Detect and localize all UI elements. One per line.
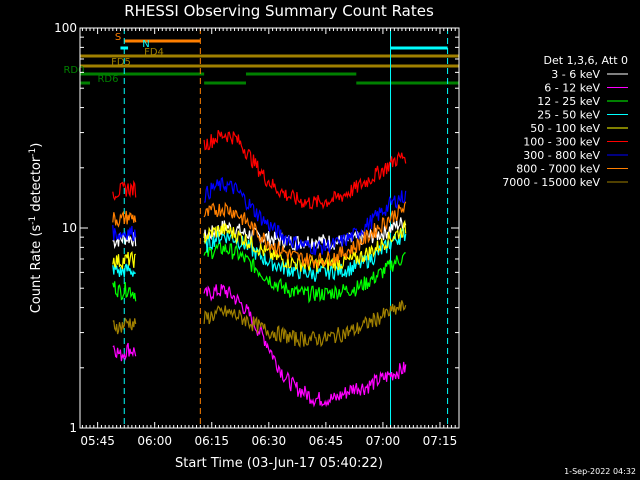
series-12to25keV bbox=[112, 240, 406, 304]
legend-label: 800 - 7000 keV bbox=[516, 163, 600, 176]
y-tick-label: 100 bbox=[54, 21, 77, 35]
interval-label-rd0: RD0 bbox=[63, 65, 84, 76]
axis-ticks: 05:45 06:00 06:15 06:30 06:45 07:00 07:15 1 10 10… bbox=[54, 21, 460, 448]
y-axis-label-mid: detector bbox=[29, 156, 44, 216]
series-layer bbox=[112, 129, 407, 408]
x-tick-label: 06:15 bbox=[194, 434, 229, 448]
legend-label: 3 - 6 keV bbox=[551, 68, 600, 81]
legend-header: Det 1,3,6, Att 0 bbox=[544, 54, 628, 67]
legend-label: 100 - 300 keV bbox=[523, 136, 600, 149]
legend-label: 25 - 50 keV bbox=[537, 109, 600, 122]
x-tick-label: 06:45 bbox=[309, 434, 344, 448]
footer-date: 1-Sep-2022 04:32 bbox=[564, 467, 636, 476]
series-50to100keV bbox=[112, 219, 407, 273]
series-trace bbox=[203, 284, 407, 408]
interval-label-s: S bbox=[115, 32, 121, 43]
x-tick-label: 06:30 bbox=[252, 434, 287, 448]
series-trace bbox=[203, 300, 407, 349]
x-tick-label: 07:15 bbox=[423, 434, 458, 448]
y-axis-label-end: ) bbox=[29, 143, 44, 148]
series-trace bbox=[203, 201, 407, 269]
series-trace bbox=[112, 281, 137, 302]
y-axis-label-main: Count Rate (s bbox=[29, 225, 44, 314]
series-trace bbox=[203, 240, 406, 304]
chart-title: RHESSI Observing Summary Count Rates bbox=[124, 2, 434, 20]
x-axis-label: Start Time (03-Jun-17 05:40:22) bbox=[175, 456, 383, 471]
series-trace bbox=[112, 263, 137, 278]
series-trace bbox=[203, 219, 407, 273]
series-trace bbox=[112, 225, 137, 242]
legend-label: 7000 - 15000 keV bbox=[502, 176, 600, 189]
interval-label-rd6: RD6 bbox=[97, 74, 118, 85]
series-trace bbox=[112, 179, 137, 201]
x-tick-label: 06:00 bbox=[137, 434, 172, 448]
series-7000to15000keV bbox=[112, 300, 407, 349]
y-tick-label: 1 bbox=[69, 421, 77, 435]
interval-label-n: N bbox=[142, 39, 149, 50]
interval-label-fd4: FD4 bbox=[144, 47, 164, 58]
series-trace bbox=[112, 317, 137, 335]
x-tick-label: 05:45 bbox=[80, 434, 115, 448]
series-trace bbox=[203, 129, 407, 210]
legend-label: 6 - 12 keV bbox=[544, 82, 600, 95]
legend-label: 12 - 25 keV bbox=[537, 95, 600, 108]
series-trace bbox=[112, 251, 137, 270]
series-trace bbox=[112, 342, 137, 362]
series-800to7000keV bbox=[112, 201, 407, 269]
y-axis-label-sup2: -1 bbox=[28, 148, 38, 157]
x-tick-label: 07:00 bbox=[366, 434, 401, 448]
series-trace bbox=[203, 176, 407, 256]
series-trace bbox=[112, 210, 137, 228]
series-6to12keV bbox=[112, 284, 407, 408]
series-100to300keV bbox=[112, 129, 407, 210]
legend-label: 300 - 800 keV bbox=[523, 149, 600, 162]
y-axis-label-sup1: -1 bbox=[28, 216, 38, 225]
interval-label-fd5: FD5 bbox=[111, 57, 131, 68]
y-axis-label: Count Rate (s-1 detector-1) bbox=[28, 143, 44, 314]
y-tick-label: 10 bbox=[62, 221, 77, 235]
legend-label: 50 - 100 keV bbox=[530, 122, 600, 135]
series-300to800keV bbox=[112, 176, 407, 256]
